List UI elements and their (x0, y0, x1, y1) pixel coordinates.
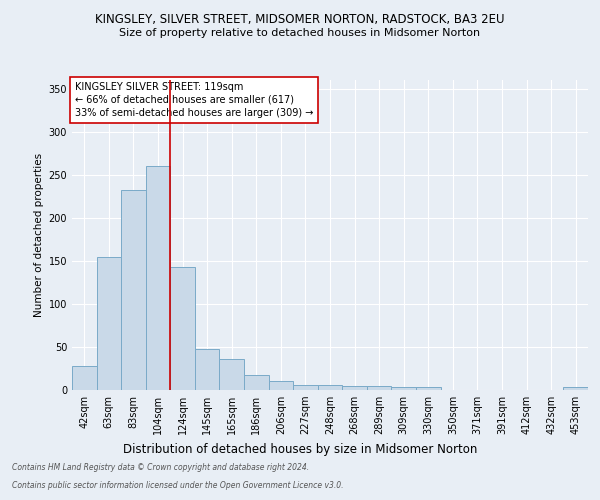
Bar (220, 359, 244, 390)
Bar (563, 386, 588, 390)
Text: KINGSLEY, SILVER STREET, MIDSOMER NORTON, RADSTOCK, BA3 2EU: KINGSLEY, SILVER STREET, MIDSOMER NORTON… (95, 12, 505, 26)
Text: KINGSLEY SILVER STREET: 119sqm
← 66% of detached houses are smaller (617)
33% of: KINGSLEY SILVER STREET: 119sqm ← 66% of … (74, 82, 313, 118)
Bar (318, 385, 342, 390)
Bar (391, 386, 416, 390)
Bar (170, 267, 195, 390)
Bar (367, 386, 391, 390)
Bar (416, 388, 440, 390)
Text: Contains public sector information licensed under the Open Government Licence v3: Contains public sector information licen… (12, 481, 343, 490)
Bar (195, 348, 220, 390)
Bar (72, 366, 97, 390)
Text: Distribution of detached houses by size in Midsomer Norton: Distribution of detached houses by size … (123, 442, 477, 456)
Bar (121, 190, 146, 390)
Bar (293, 385, 318, 390)
Bar (146, 166, 170, 390)
Bar (269, 382, 293, 390)
Text: Size of property relative to detached houses in Midsomer Norton: Size of property relative to detached ho… (119, 28, 481, 38)
Text: Contains HM Land Registry data © Crown copyright and database right 2024.: Contains HM Land Registry data © Crown c… (12, 464, 309, 472)
Y-axis label: Number of detached properties: Number of detached properties (34, 153, 44, 317)
Bar (97, 258, 121, 390)
Bar (244, 374, 269, 390)
Bar (342, 386, 367, 390)
